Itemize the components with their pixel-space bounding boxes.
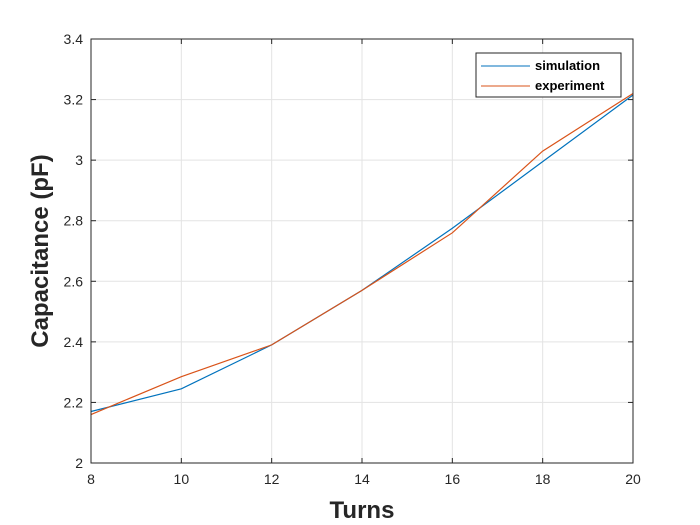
- legend-box: [475, 52, 622, 98]
- series-lines: [90, 93, 634, 416]
- legend-label-simulation: simulation: [535, 58, 600, 73]
- axis-ticks: 8 10 12 14 16 18 20 2 2.2 2.4 2.6 2.8 3 3.2 3.4: [64, 31, 641, 487]
- series-line-experiment: [90, 93, 634, 416]
- x-tick-label: 20: [625, 471, 641, 487]
- y-tick-label: 2.4: [64, 334, 84, 350]
- x-tick-label: 12: [264, 471, 280, 487]
- x-tick-label: 10: [174, 471, 190, 487]
- y-tick-label: 2.8: [64, 213, 84, 229]
- x-tick-label: 16: [445, 471, 461, 487]
- y-axis-title: Capacitance (pF): [27, 154, 54, 347]
- y-tick-label: 3.2: [64, 92, 84, 108]
- legend: simulation experiment: [475, 52, 622, 98]
- legend-label-experiment: experiment: [535, 78, 605, 93]
- x-tick-label: 8: [87, 471, 95, 487]
- x-axis-title: Turns: [330, 497, 395, 524]
- y-tick-label: 3: [75, 152, 83, 168]
- y-tick-label: 3.4: [64, 31, 84, 47]
- x-tick-label: 18: [535, 471, 551, 487]
- y-tick-label: 2.6: [64, 273, 84, 289]
- y-tick-label: 2: [75, 455, 83, 471]
- x-tick-label: 14: [354, 471, 370, 487]
- y-tick-label: 2.2: [64, 394, 84, 410]
